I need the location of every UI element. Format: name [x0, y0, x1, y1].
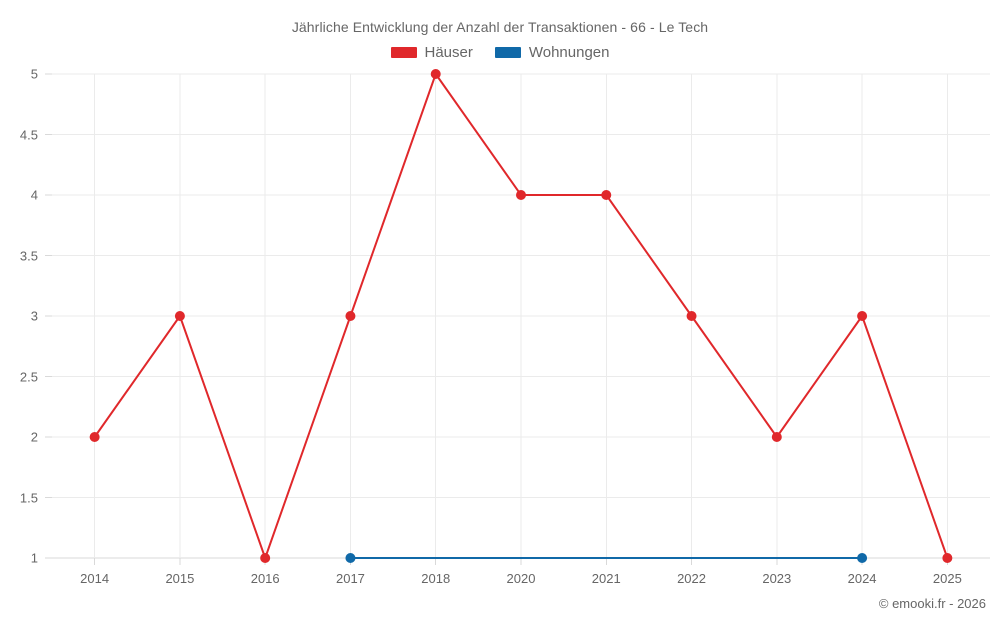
data-point-marker[interactable] [430, 69, 441, 79]
legend-swatch-hauser [390, 47, 417, 58]
x-tick-label: 2017 [335, 571, 365, 586]
legend-label-wohnungen: Wohnungen [528, 44, 610, 61]
y-tick-label: 2 [30, 429, 38, 445]
legend-item-hauser[interactable]: Häuser [390, 44, 473, 61]
y-tick-label: 2.5 [19, 369, 38, 384]
chart-legend: Häuser Wohnungen [0, 44, 1000, 61]
x-tick-label: 2022 [677, 571, 706, 586]
data-point-marker[interactable] [601, 190, 612, 200]
y-tick-label: 1 [30, 550, 38, 566]
y-tick-label: 5 [30, 66, 38, 82]
data-point-marker[interactable] [516, 190, 526, 200]
legend-label-hauser: Häuser [424, 44, 473, 61]
data-point-marker[interactable] [771, 432, 782, 442]
data-point-marker[interactable] [857, 553, 868, 563]
y-tick-label: 3.5 [19, 248, 38, 263]
y-tick-label: 1.5 [19, 490, 38, 505]
x-tick-label: 2020 [506, 571, 536, 586]
x-tick-label: 2024 [847, 571, 877, 586]
legend-swatch-wohnungen [494, 47, 521, 58]
y-tick-label: 3 [30, 308, 38, 324]
data-point-marker[interactable] [857, 311, 868, 321]
data-point-marker[interactable] [942, 553, 953, 563]
data-point-marker[interactable] [260, 553, 271, 563]
data-point-marker[interactable] [345, 311, 356, 321]
x-tick-label: 2015 [165, 571, 195, 586]
x-tick-label: 2025 [932, 571, 962, 586]
chart-title: Jährliche Entwicklung der Anzahl der Tra… [291, 19, 709, 35]
data-point-marker[interactable] [686, 311, 697, 321]
data-point-marker[interactable] [89, 432, 100, 442]
y-tick-label: 4.5 [19, 127, 38, 142]
x-tick-label: 2021 [591, 571, 621, 586]
x-tick-label: 2018 [421, 571, 451, 586]
footer-credit: © emooki.fr - 2026 [878, 596, 986, 611]
y-tick-label: 4 [30, 187, 38, 203]
x-tick-label: 2016 [250, 571, 280, 586]
x-tick-label: 2023 [762, 571, 792, 586]
x-tick-label: 2014 [80, 571, 110, 586]
data-point-marker[interactable] [174, 311, 185, 321]
data-point-marker[interactable] [345, 553, 356, 563]
legend-item-wohnungen[interactable]: Wohnungen [494, 44, 610, 61]
